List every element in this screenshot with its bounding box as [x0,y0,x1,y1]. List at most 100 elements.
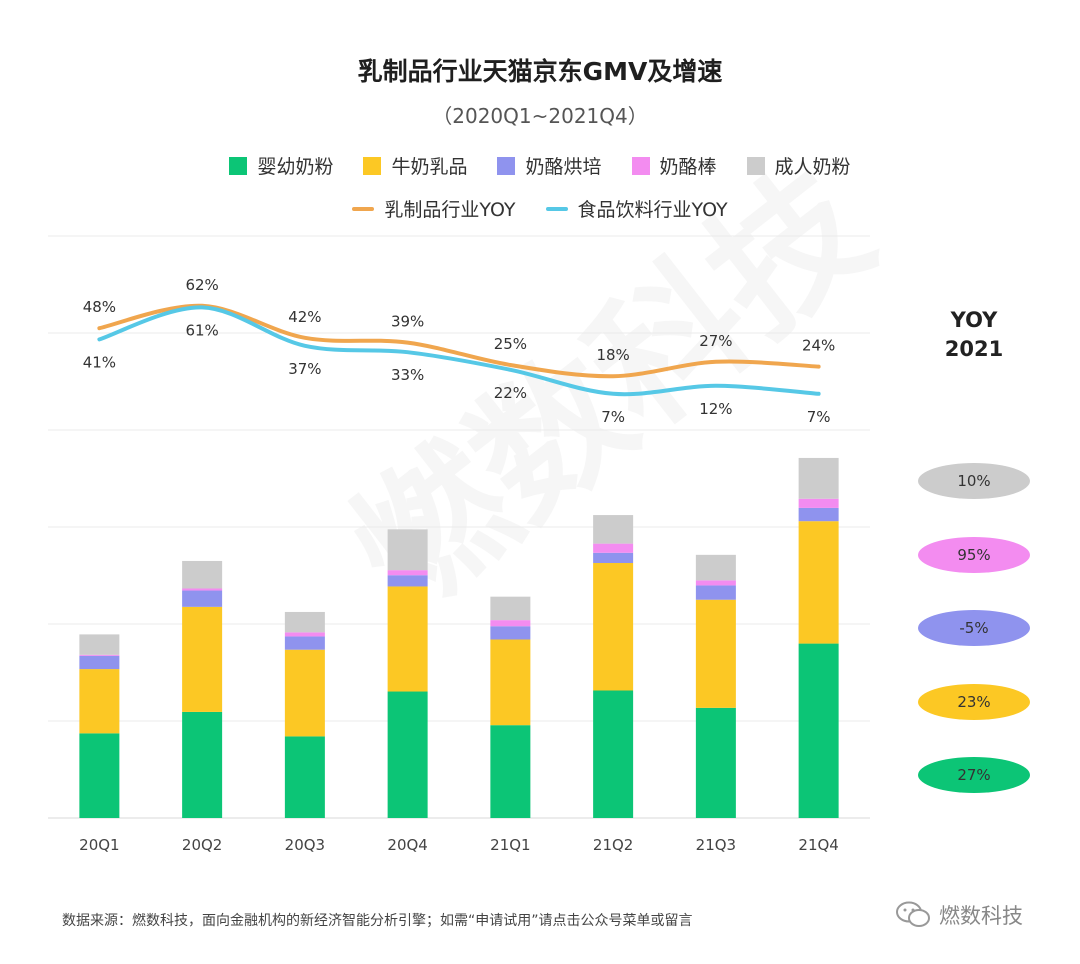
legend-label-dairy-yoy: 乳制品行业YOY [384,199,516,221]
bar-milk-20Q3 [284,649,325,737]
data-label-dairy_yoy: 42% [288,308,321,326]
data-label-dairy_yoy: 18% [596,346,629,364]
data-label-food_yoy: 12% [699,400,732,418]
legend-label-adult: 成人奶粉 [774,156,851,178]
data-label-food_yoy: 41% [83,353,116,371]
chart-subtitle: （2020Q1~2021Q4） [432,104,648,128]
bar-cheese_bake-20Q4 [387,575,428,587]
bar-cheese_stick-20Q3 [284,632,325,637]
bar-milk-21Q2 [593,563,634,691]
legend-item-dairy-yoy: 乳制品行业YOY [352,195,516,222]
yoy-pill-adult: 10% [918,463,1030,499]
data-label-dairy_yoy: 24% [802,337,835,355]
bar-infant-21Q1 [490,725,531,818]
bar-cheese_stick-21Q1 [490,620,531,627]
data-label-dairy_yoy: 39% [391,313,424,331]
bar-cheese_bake-21Q3 [695,585,736,600]
legend-item-food-yoy: 食品饮料行业YOY [545,195,728,222]
chart-title: 乳制品行业天猫京东GMV及增速 [357,57,723,86]
bar-milk-21Q3 [695,599,736,708]
brand-logo: 燃数科技 [895,900,1023,930]
bar-infant-20Q4 [387,691,428,818]
data-label-dairy_yoy: 48% [83,298,116,316]
data-label-dairy_yoy: 62% [185,276,218,294]
x-tick-label: 21Q1 [490,836,530,854]
bar-cheese_stick-21Q4 [798,498,839,508]
bar-infant-21Q3 [695,707,736,818]
data-label-food_yoy: 7% [807,408,831,426]
bar-adult-21Q1 [490,596,531,621]
data-label-food_yoy: 7% [601,408,625,426]
bar-infant-20Q3 [284,736,325,818]
line-food_yoy [97,305,821,397]
bar-cheese_stick-21Q3 [695,580,736,586]
legend-item-infant: 婴幼奶粉 [229,152,333,179]
bar-adult-20Q1 [79,634,120,655]
yoy-pill-cheese-stick: 95% [918,537,1030,573]
legend-item-cheese-stick: 奶酪棒 [631,152,717,179]
bar-adult-20Q3 [284,611,325,633]
x-tick-label: 21Q3 [696,836,736,854]
legend-bars: 婴幼奶粉 牛奶乳品 奶酪烘培 奶酪棒 成人奶粉 [0,152,1080,179]
data-label-dairy_yoy: 27% [699,332,732,350]
bar-adult-20Q2 [182,560,223,589]
data-label-food_yoy: 37% [288,360,321,378]
legend-swatch-infant [229,156,248,175]
bar-cheese_stick-21Q2 [593,543,634,553]
legend-swatch-cheese-bake [497,156,516,175]
bar-adult-21Q4 [798,457,839,499]
yoy-pill-cheese-bake: -5% [918,610,1030,646]
yoy-2021-title-line2: 2021 [944,337,1004,361]
yoy-pill-infant: 27% [918,757,1030,793]
x-tick-label: 20Q3 [285,836,325,854]
legend-label-infant: 婴幼奶粉 [257,156,334,178]
x-tick-label: 21Q2 [593,836,633,854]
bar-adult-21Q3 [695,554,736,581]
bar-infant-21Q2 [593,690,634,818]
wechat-icon [896,901,930,927]
legend-swatch-milk [363,156,382,175]
bar-adult-21Q2 [593,515,634,544]
x-tick-label: 20Q1 [79,836,119,854]
bar-cheese_bake-21Q1 [490,626,531,640]
data-label-food_yoy: 61% [185,321,218,339]
legend-line-food-yoy [545,206,568,211]
bar-adult-20Q4 [387,529,428,571]
legend-swatch-cheese-stick [631,156,650,175]
legend-item-adult: 成人奶粉 [746,152,851,179]
legend-label-cheese-stick: 奶酪棒 [659,156,717,178]
legend-line-dairy-yoy [352,206,375,211]
bar-cheese_stick-20Q1 [79,654,120,656]
legend-swatch-adult [746,156,765,175]
bar-milk-20Q2 [182,606,223,712]
legend-lines: 乳制品行业YOY 食品饮料行业YOY [0,195,1080,222]
bar-cheese_bake-20Q1 [79,655,120,670]
bar-cheese_stick-20Q4 [387,570,428,576]
bar-cheese_bake-21Q4 [798,507,839,522]
bar-milk-21Q1 [490,639,531,726]
source-footnote: 数据来源：燃数科技，面向金融机构的新经济智能分析引擎；如需“申请试用”请点击公众… [62,913,693,929]
bar-infant-20Q1 [79,733,120,818]
yoy-pill-milk: 23% [918,684,1030,720]
bar-milk-20Q1 [79,669,120,734]
bar-cheese_bake-21Q2 [593,552,634,563]
legend-label-food-yoy: 食品饮料行业YOY [577,199,728,221]
x-tick-label: 20Q2 [182,836,222,854]
bar-milk-20Q4 [387,586,428,692]
legend-item-milk: 牛奶乳品 [363,152,467,179]
x-tick-label: 21Q4 [798,836,838,854]
x-tick-label: 20Q4 [387,836,427,854]
bar-infant-21Q4 [798,643,839,818]
brand-name: 燃数科技 [939,904,1023,928]
data-label-dairy_yoy: 25% [494,335,527,353]
bar-milk-21Q4 [798,521,839,644]
legend-label-cheese-bake: 奶酪烘培 [525,156,602,178]
yoy-2021-title-line1: YOY [950,308,998,332]
legend-label-milk: 牛奶乳品 [391,156,468,178]
bar-cheese_bake-20Q3 [284,636,325,650]
legend-item-cheese-bake: 奶酪烘培 [497,152,602,179]
bar-infant-20Q2 [182,711,223,818]
data-label-food_yoy: 33% [391,366,424,384]
bar-cheese_stick-20Q2 [182,588,223,591]
